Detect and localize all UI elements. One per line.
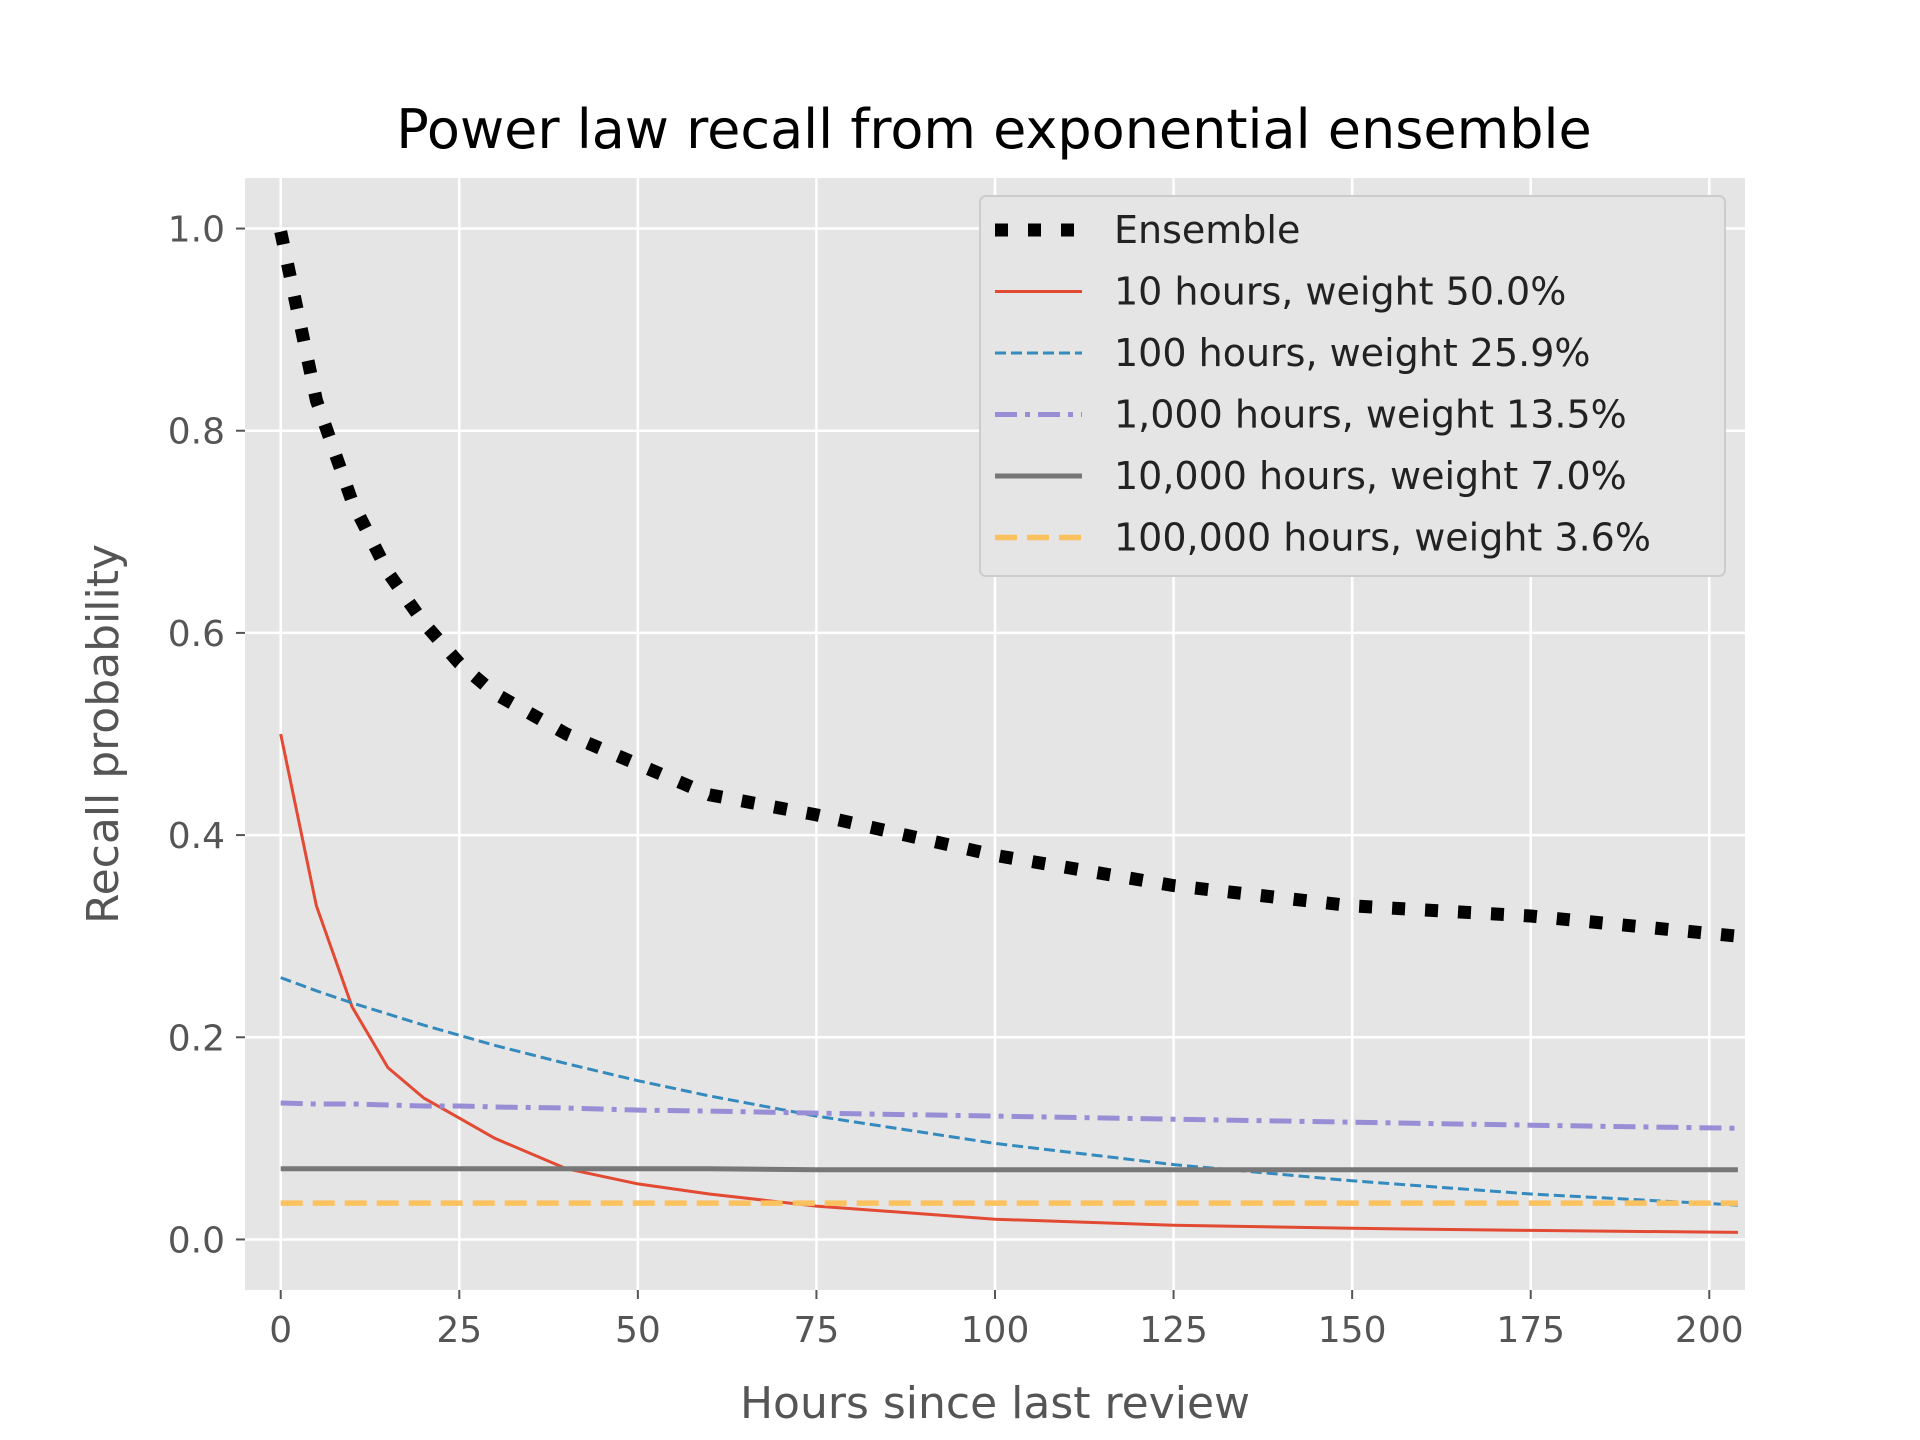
- legend-label-0: Ensemble: [1114, 208, 1300, 252]
- series-line-0: [274, 230, 1739, 943]
- x-tick-label: 100: [961, 1310, 1030, 1351]
- x-tick-label: 25: [436, 1310, 482, 1351]
- legend-label-3: 1,000 hours, weight 13.5%: [1114, 393, 1627, 437]
- y-tick-label: 0.8: [168, 412, 225, 453]
- legend-label-4: 10,000 hours, weight 7.0%: [1114, 454, 1627, 498]
- x-tick-label: 0: [269, 1310, 292, 1351]
- y-tick-label: 1.0: [168, 210, 225, 251]
- y-axis: 0.0 0.2 0.4 0.6 0.8 1.0: [168, 210, 245, 1261]
- series-line-4: [280, 1166, 1738, 1173]
- y-axis-label: Recall probability: [78, 544, 129, 924]
- x-axis: 0 25 50 75 100 125 150 175 200: [269, 1290, 1744, 1351]
- legend-label-2: 100 hours, weight 25.9%: [1114, 331, 1591, 375]
- x-tick-label: 200: [1675, 1310, 1744, 1351]
- x-tick-label: 175: [1496, 1310, 1565, 1351]
- y-tick-label: 0.2: [168, 1018, 225, 1059]
- series-line-3: [280, 1100, 1738, 1131]
- chart-title: Power law recall from exponential ensemb…: [396, 98, 1591, 161]
- y-tick-label: 0.4: [168, 816, 225, 857]
- series-line-1: [279, 733, 1738, 1234]
- y-tick-label: 0.0: [168, 1220, 225, 1261]
- y-tick-label: 0.6: [168, 614, 225, 655]
- x-tick-label: 150: [1318, 1310, 1387, 1351]
- x-tick-label: 75: [794, 1310, 840, 1351]
- series-lines: [274, 230, 1739, 1234]
- x-tick-label: 50: [615, 1310, 661, 1351]
- legend: Ensemble 10 hours, weight 50.0% 100 hours,…: [979, 195, 1726, 577]
- x-axis-label: Hours since last review: [740, 1378, 1250, 1429]
- legend-label-5: 100,000 hours, weight 3.6%: [1114, 516, 1651, 560]
- x-tick-label: 125: [1139, 1310, 1208, 1351]
- legend-label-1: 10 hours, weight 50.0%: [1114, 270, 1566, 314]
- legend-box: [979, 195, 1726, 577]
